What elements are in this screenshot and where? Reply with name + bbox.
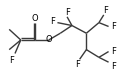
Text: O: O xyxy=(32,14,39,23)
Text: F: F xyxy=(50,17,54,26)
Text: F: F xyxy=(9,56,14,65)
Text: F: F xyxy=(75,60,80,69)
Text: F: F xyxy=(111,62,116,71)
Text: F: F xyxy=(111,47,116,56)
Text: F: F xyxy=(111,22,116,31)
Text: O: O xyxy=(45,35,52,44)
Text: F: F xyxy=(103,6,108,15)
Text: F: F xyxy=(65,8,70,17)
